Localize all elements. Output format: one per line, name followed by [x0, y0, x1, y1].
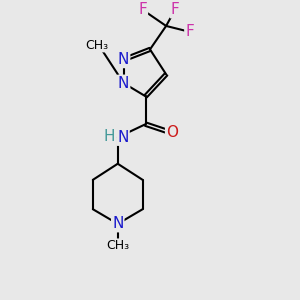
- Text: F: F: [138, 2, 147, 17]
- Text: N: N: [112, 216, 123, 231]
- Text: O: O: [166, 125, 178, 140]
- Text: F: F: [170, 2, 179, 17]
- Text: N: N: [118, 52, 129, 67]
- Text: N: N: [118, 76, 129, 91]
- Text: CH₃: CH₃: [86, 38, 109, 52]
- Text: CH₃: CH₃: [106, 239, 129, 252]
- Text: F: F: [185, 24, 194, 39]
- Text: H: H: [104, 129, 115, 144]
- Text: N: N: [117, 130, 129, 145]
